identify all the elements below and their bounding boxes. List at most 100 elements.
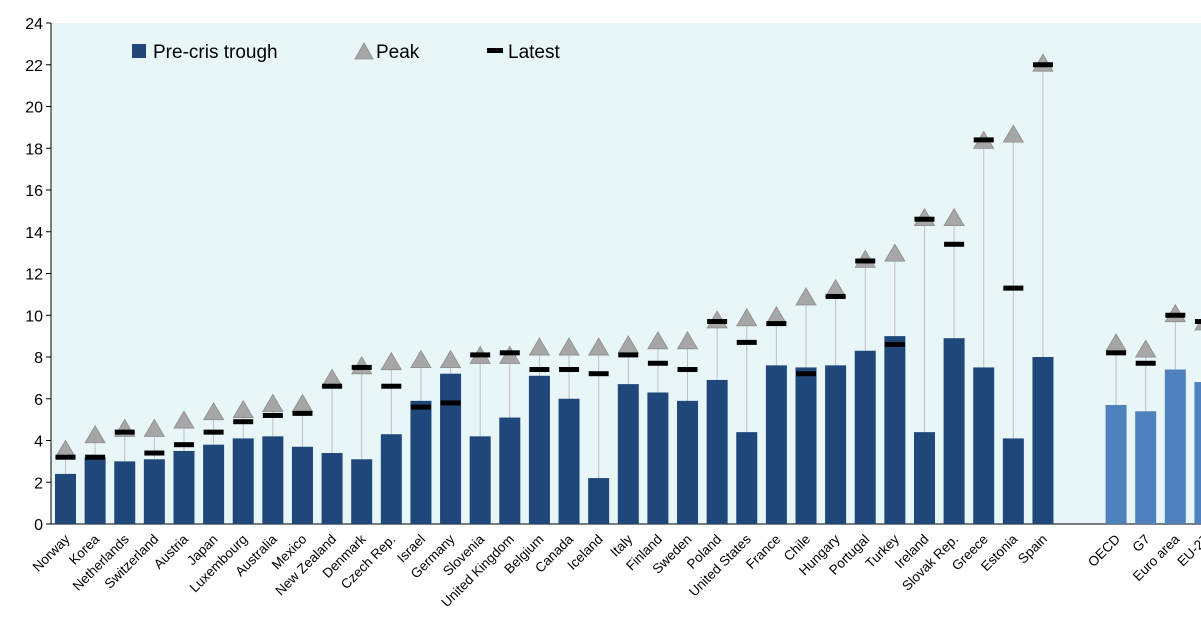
latest-marker (618, 352, 639, 358)
latest-marker (233, 419, 254, 425)
legend: Pre-cris trough Peak Latest (132, 42, 560, 63)
x-tick-label: Austria (151, 531, 192, 572)
latest-marker (55, 454, 76, 460)
peak-marker (173, 410, 195, 429)
bar-trough (143, 459, 165, 524)
x-tick-label: G7 (1129, 532, 1152, 555)
x-axis-labels: NorwayKoreaNetherlandsSwitzerlandAustria… (30, 531, 1201, 610)
y-tick-label: 24 (25, 16, 43, 33)
x-tick-label: OECD (1085, 531, 1123, 569)
latest-marker (203, 429, 224, 435)
legend-label: Peak (376, 42, 420, 63)
bar-trough (291, 446, 313, 524)
latest-marker (529, 367, 550, 373)
latest-marker (647, 360, 668, 366)
bar-trough (765, 365, 787, 524)
bar-trough (617, 384, 639, 524)
y-tick-label: 8 (34, 350, 43, 367)
bar-trough (913, 432, 935, 524)
latest-marker (796, 371, 816, 377)
legend-swatch-triangle (354, 42, 374, 60)
latest-marker (825, 293, 846, 299)
latest-marker (559, 367, 580, 373)
latest-marker (884, 341, 905, 347)
bar-trough (795, 367, 817, 524)
bar-trough (647, 392, 669, 524)
bar-trough (55, 473, 76, 524)
peak-marker (84, 424, 106, 444)
peak-marker (528, 337, 551, 356)
bar-trough (262, 436, 284, 524)
latest-marker (85, 454, 106, 460)
bar-trough (1002, 438, 1024, 524)
x-tick-label: Norway (30, 531, 73, 574)
peak-marker (647, 331, 669, 350)
peak-marker (1002, 124, 1025, 143)
bar-trough (351, 459, 373, 524)
peak-marker (1135, 339, 1157, 358)
y-tick-label: 20 (25, 100, 43, 117)
y-tick-label: 2 (34, 475, 43, 492)
bars (55, 336, 1201, 524)
bar-trough (706, 379, 728, 524)
latest-markers (55, 62, 1201, 460)
latest-marker (262, 412, 283, 418)
peak-marker (587, 337, 610, 356)
y-tick-label: 18 (25, 141, 43, 158)
peak-marker (262, 393, 284, 412)
y-tick-label: 4 (34, 434, 43, 451)
y-tick-label: 0 (34, 517, 43, 534)
bar-trough (114, 461, 136, 524)
bar-trough (469, 436, 491, 524)
peak-marker (143, 418, 166, 437)
bar-trough (380, 434, 402, 524)
legend-swatch-bar (132, 44, 146, 58)
legend-label: Latest (508, 42, 560, 63)
latest-marker (470, 352, 491, 358)
peak-marker (676, 331, 699, 350)
bar-trough (973, 367, 995, 524)
bar-trough (588, 478, 610, 524)
latest-marker (1106, 350, 1127, 356)
bar-trough (499, 417, 521, 524)
latest-marker (736, 339, 757, 345)
bar-trough (1135, 411, 1157, 524)
latest-marker (1032, 62, 1053, 68)
x-tick-label: Spain (1015, 532, 1050, 567)
peak-marker (439, 349, 462, 368)
bar-trough (825, 365, 847, 524)
legend-label: Pre-cris trough (153, 42, 278, 63)
y-tick-label: 22 (25, 58, 43, 75)
bar-trough (203, 444, 225, 524)
peak-marker (202, 401, 225, 421)
latest-marker (677, 367, 698, 373)
latest-marker (1165, 312, 1186, 318)
latest-marker (410, 404, 431, 410)
peak-marker (795, 287, 817, 306)
latest-marker (855, 258, 876, 264)
bar-trough (1105, 405, 1127, 524)
latest-marker (351, 364, 372, 370)
latest-marker (144, 450, 165, 456)
legend-swatch-dash (487, 48, 503, 53)
y-tick-label: 12 (25, 267, 43, 284)
y-tick-label: 6 (34, 392, 43, 409)
bar-trough (1032, 357, 1054, 524)
latest-marker (322, 383, 343, 389)
y-tick-label: 14 (25, 225, 43, 242)
latest-marker (440, 400, 461, 406)
peak-marker (410, 349, 432, 368)
peak-marker (736, 308, 758, 327)
peak-marker (232, 399, 254, 419)
latest-marker (1135, 360, 1156, 366)
bar-trough (943, 338, 965, 524)
peak-marker (380, 351, 403, 371)
bar-trough (736, 432, 758, 524)
bar-trough (677, 400, 699, 524)
y-tick-label: 16 (25, 183, 43, 200)
bar-trough (321, 453, 343, 524)
peak-marker (884, 243, 906, 262)
peak-marker (943, 207, 965, 227)
y-tick-label: 10 (25, 308, 43, 325)
bar-trough (528, 375, 550, 524)
